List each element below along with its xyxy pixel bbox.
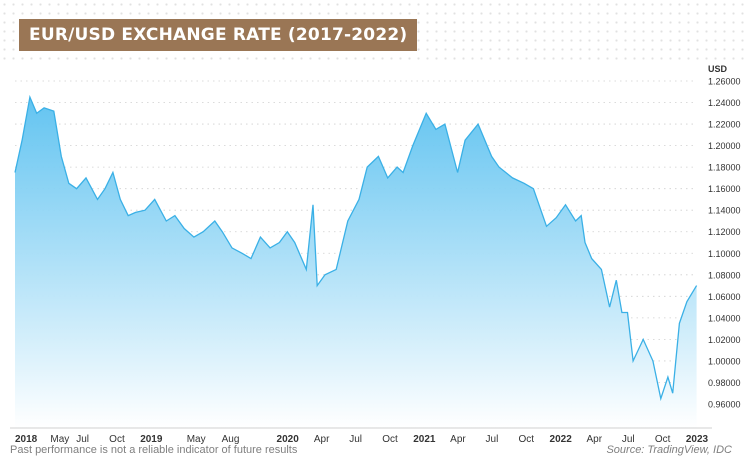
y-tick-label: 0.96000 bbox=[708, 400, 741, 410]
area-fill bbox=[15, 97, 697, 428]
x-tick-label: May bbox=[187, 434, 206, 445]
x-tick-label: Jul bbox=[622, 434, 635, 445]
x-tick-label: Jul bbox=[76, 434, 89, 445]
x-tick-label: Oct bbox=[519, 434, 535, 445]
y-tick-label: 0.98000 bbox=[708, 378, 741, 388]
x-tick-label: 2019 bbox=[140, 434, 163, 445]
x-tick-label: 2020 bbox=[277, 434, 300, 445]
y-axis-ticks: 1.26000 1.24000 1.22000 1.20000 1.18000 1.160… bbox=[708, 77, 741, 410]
y-tick-label: 1.24000 bbox=[708, 98, 741, 108]
y-tick-label: 1.02000 bbox=[708, 335, 741, 345]
series-line bbox=[14, 94, 698, 402]
disclaimer-text: Past performance is not a reliable indic… bbox=[10, 444, 298, 456]
y-tick-label: 1.04000 bbox=[708, 313, 741, 323]
x-tick-label: May bbox=[50, 434, 69, 445]
y-tick-label: 1.18000 bbox=[708, 163, 741, 173]
y-tick-label: 1.06000 bbox=[708, 292, 741, 302]
chart-title: EUR/USD EXCHANGE RATE (2017-2022) bbox=[19, 19, 418, 51]
source-text: Source: TradingView, IDC bbox=[606, 444, 732, 456]
y-tick-label: 1.22000 bbox=[708, 120, 741, 130]
y-tick-label: 1.00000 bbox=[708, 356, 741, 366]
x-tick-label: 2018 bbox=[15, 434, 38, 445]
x-tick-label: Apr bbox=[450, 434, 466, 445]
x-tick-label: Jul bbox=[349, 434, 362, 445]
x-tick-label: 2022 bbox=[550, 434, 573, 445]
x-tick-label: Aug bbox=[222, 434, 240, 445]
x-axis-ticks: 2018 May Jul Oct 2019 May Aug 2020 Apr Jul Oct 2021… bbox=[15, 434, 709, 445]
x-tick-label: Oct bbox=[382, 434, 398, 445]
y-tick-label: 1.14000 bbox=[708, 206, 741, 216]
x-tick-label: Oct bbox=[109, 434, 125, 445]
x-tick-label: Apr bbox=[587, 434, 603, 445]
y-tick-label: 1.08000 bbox=[708, 270, 741, 280]
y-tick-label: 1.20000 bbox=[708, 141, 741, 151]
y-tick-label: 1.26000 bbox=[708, 77, 741, 87]
x-tick-label: Jul bbox=[486, 434, 499, 445]
x-tick-label: 2021 bbox=[413, 434, 436, 445]
y-tick-label: 1.10000 bbox=[708, 249, 741, 259]
x-tick-label: 2023 bbox=[686, 434, 709, 445]
y-tick-label: 1.12000 bbox=[708, 227, 741, 237]
x-tick-label: Oct bbox=[655, 434, 671, 445]
y-axis-unit-label: USD bbox=[708, 64, 728, 74]
x-tick-label: Apr bbox=[314, 434, 330, 445]
y-tick-label: 1.16000 bbox=[708, 184, 741, 194]
